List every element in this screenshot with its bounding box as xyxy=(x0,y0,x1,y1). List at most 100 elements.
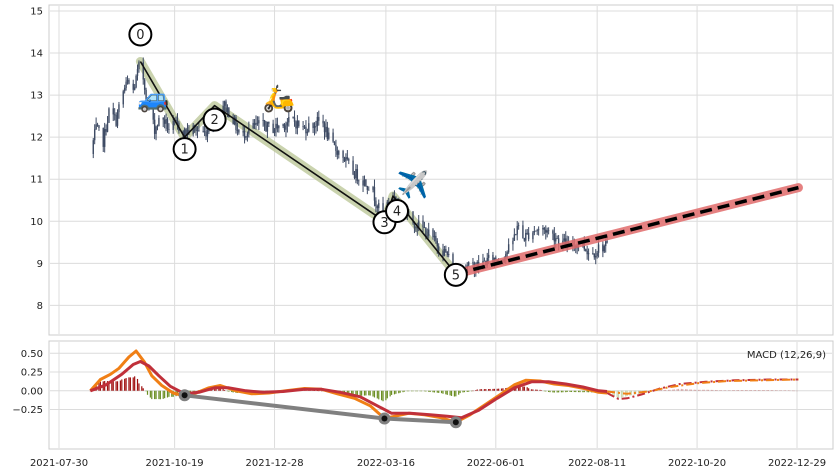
candle-body xyxy=(202,131,204,132)
macd-histogram-bar xyxy=(573,390,575,393)
candle-body xyxy=(242,130,244,133)
pivot-label: 0 xyxy=(136,28,144,43)
macd-histogram-bar xyxy=(453,390,456,397)
candle-body xyxy=(423,227,426,229)
candle-body xyxy=(495,257,497,261)
candle-body xyxy=(345,157,347,162)
macd-histogram-bar xyxy=(565,390,567,393)
candle-body xyxy=(535,230,537,232)
macd-histogram-bar xyxy=(218,388,220,391)
candle-body xyxy=(515,234,517,236)
macd-histogram-bar xyxy=(789,390,791,392)
candle-body xyxy=(445,249,447,253)
macd-histogram-bar xyxy=(745,390,747,391)
candle-body xyxy=(183,129,186,137)
macd-histogram-bar xyxy=(723,390,725,391)
macd-histogram-bar xyxy=(637,390,640,394)
macd-histogram-bar xyxy=(428,390,430,392)
candle-body xyxy=(236,129,239,131)
macd-plot-area xyxy=(48,340,834,450)
candle-body xyxy=(145,89,147,101)
macd-histogram-bar xyxy=(475,390,477,391)
candle-body xyxy=(256,122,259,124)
candle-body xyxy=(155,126,157,134)
candle-body xyxy=(292,117,294,118)
macd-histogram-bar xyxy=(569,390,571,392)
pivot-marker xyxy=(385,199,410,224)
macd-annotation: MACD (12,26,9) xyxy=(747,350,826,361)
candle-body xyxy=(106,122,109,132)
macd-histogram-bar xyxy=(523,386,525,391)
macd-histogram-bar xyxy=(796,390,798,392)
candle-body xyxy=(208,130,210,132)
candle-body xyxy=(418,220,420,229)
macd-histogram-bar xyxy=(616,390,618,398)
macd-histogram-bar xyxy=(715,389,717,391)
candle-body xyxy=(206,130,209,137)
candle-body xyxy=(552,230,554,234)
candle-body xyxy=(262,120,264,121)
candle-body xyxy=(313,126,316,128)
candle-body xyxy=(93,129,96,141)
x-tick-label: 2022-12-29 xyxy=(768,458,826,469)
macd-histogram-bar xyxy=(433,390,436,393)
macd-histogram-bar xyxy=(647,390,650,392)
macd-histogram-bar xyxy=(536,389,538,391)
candle-body xyxy=(356,169,359,181)
candle-body xyxy=(248,128,250,134)
candle-body xyxy=(446,252,448,256)
macd-histogram-bar xyxy=(419,390,421,392)
candle-body xyxy=(366,186,369,190)
candle-body xyxy=(452,254,454,272)
macd-histogram-bar xyxy=(767,390,770,391)
macd-histogram-bar xyxy=(667,389,670,391)
macd-histogram-bar xyxy=(613,390,615,397)
candle-body xyxy=(112,108,114,115)
candle-body xyxy=(358,180,360,182)
macd-histogram-bar xyxy=(725,390,727,391)
macd-histogram-bar xyxy=(663,389,665,391)
candle-body xyxy=(128,79,130,84)
macd-histogram-bar xyxy=(429,390,431,393)
macd-histogram-bar xyxy=(710,389,712,391)
macd-histogram-bar xyxy=(450,390,453,396)
candle-body xyxy=(415,227,417,229)
candle-body xyxy=(118,104,120,113)
signal-line xyxy=(89,360,608,420)
macd-histogram-bar xyxy=(151,390,153,400)
x-tick-label: 2022-03-16 xyxy=(357,458,415,469)
macd-histogram-bar xyxy=(759,390,761,391)
candle-body xyxy=(265,125,267,132)
candle-body xyxy=(597,244,600,253)
macd-histogram-bar xyxy=(399,390,401,393)
macd-histogram-bar xyxy=(719,390,721,391)
macd-histogram-bar xyxy=(479,389,481,391)
macd-histogram-bar xyxy=(166,390,169,398)
candle-body xyxy=(268,121,270,124)
macd-histogram-bar xyxy=(617,390,620,399)
macd-histogram-bar xyxy=(406,390,408,392)
candle-body xyxy=(312,123,314,128)
candle-body xyxy=(243,130,246,138)
candle-body xyxy=(382,203,384,217)
macd-histogram-bar xyxy=(355,390,357,395)
macd-histogram-bar xyxy=(693,389,695,391)
candle-body xyxy=(602,244,604,252)
macd-histogram-bar xyxy=(784,390,787,391)
macd-histogram-bar xyxy=(141,386,143,391)
macd-histogram-bar xyxy=(385,390,387,401)
macd-histogram-bar xyxy=(522,386,524,391)
macd-histogram-bar xyxy=(630,390,633,396)
macd-histogram-bar xyxy=(673,389,675,391)
macd-histogram-bar xyxy=(549,390,551,393)
candle-body xyxy=(146,100,149,102)
candle-body xyxy=(346,157,349,160)
macd-histogram-bar xyxy=(470,390,473,392)
candle-body xyxy=(606,241,608,243)
price-y-tick-label: 9 xyxy=(37,259,43,270)
price-y-tick-label: 10 xyxy=(30,217,43,228)
candle-body xyxy=(517,225,520,227)
macd-histogram-bar xyxy=(222,389,224,391)
candle-body xyxy=(113,114,116,116)
candle-body xyxy=(553,233,556,242)
